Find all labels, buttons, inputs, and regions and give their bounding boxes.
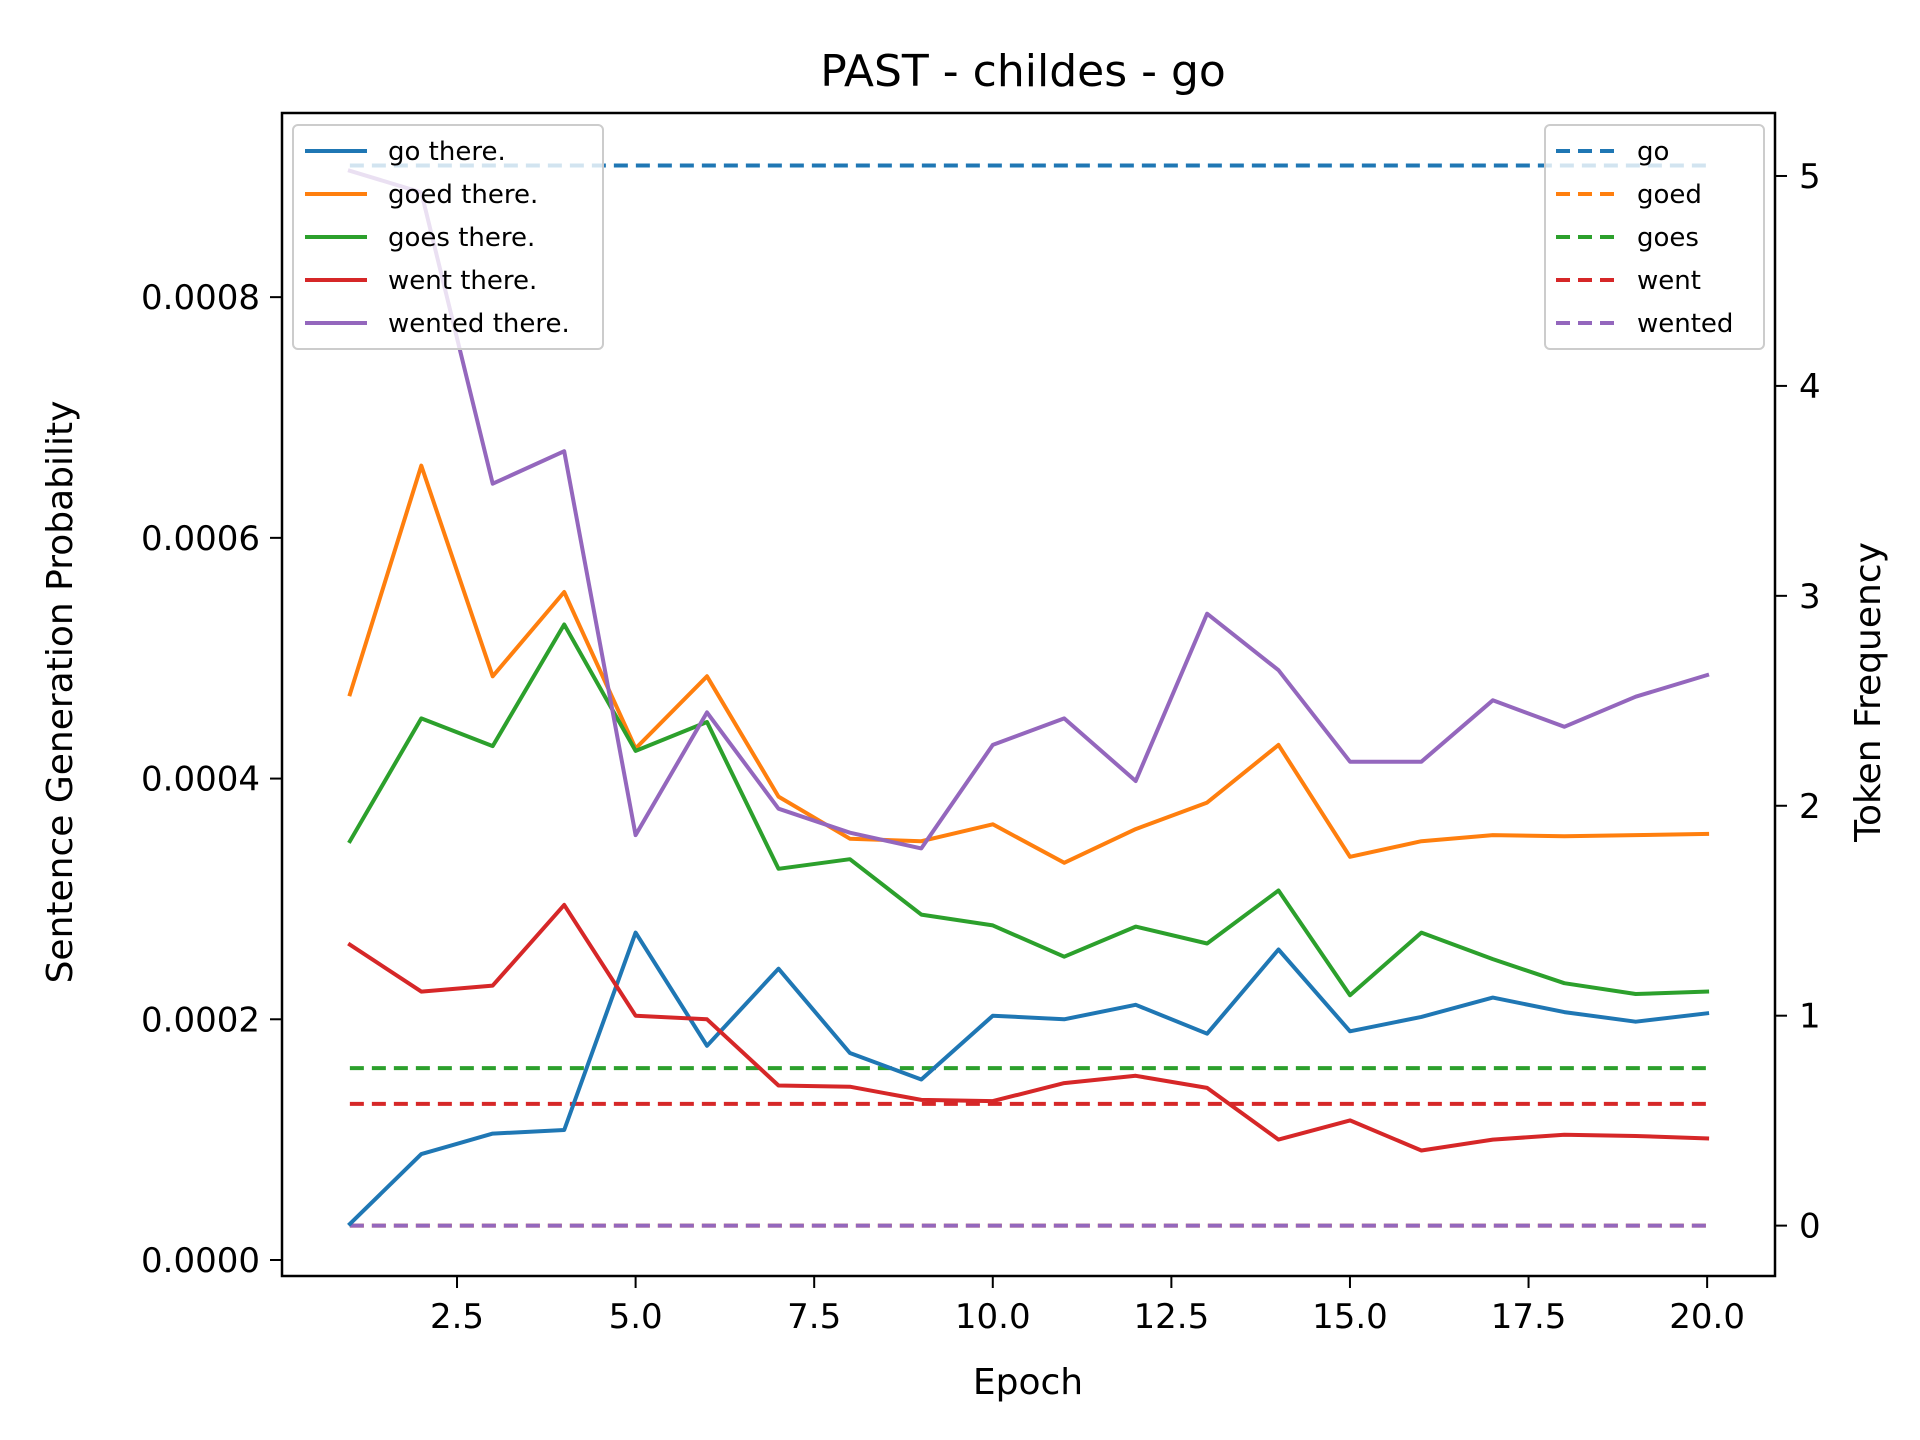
plot-frame [280,111,1777,1278]
left-y-tick-label: 0.0004 [141,760,260,800]
x-tick-label: 10.0 [955,1297,1031,1337]
right-y-tick-label: 5 [1799,157,1821,197]
right-y-tick-label: 2 [1799,787,1821,827]
left-y-tick-label: 0.0006 [141,519,260,559]
series-line-wented-there [347,168,1710,851]
right-y-tick-label: 3 [1799,577,1821,617]
x-tick-label: 2.5 [430,1297,484,1337]
axis-ticks: 2.5 5.0 7.5 10.0 12.5 15.0 17.5 20.0 0.0000 0.000… [141,157,1821,1337]
legend-right: go goed goes went wented [1544,124,1765,350]
left-y-axis-title: Sentence Generation Probability [40,401,81,984]
legend-left-box [292,124,604,350]
legend-left: go there. goed there. goes there. went ther… [292,124,604,350]
legend-left-label: went there. [388,266,537,296]
plot-area [347,163,1710,1228]
x-axis-title: Epoch [973,1362,1083,1403]
chart-title: PAST - childes - go [820,46,1226,97]
series-line-goes-there [347,622,1710,998]
legend-right-label: goed [1637,180,1702,210]
right-y-tick-label: 1 [1799,997,1821,1037]
left-y-tick-label: 0.0000 [141,1241,260,1281]
legend-left-label: goed there. [388,180,538,210]
legend-left-label: wented there. [388,309,570,339]
legend-right-label: goes [1637,223,1699,253]
legend-right-label: wented [1637,309,1733,339]
series-line-went-there [347,902,1710,1153]
left-y-tick-label: 0.0008 [141,278,260,318]
x-tick-label: 7.5 [787,1297,841,1337]
series-line-goed-there [347,463,1710,865]
legend-left-label: go there. [388,137,506,167]
x-tick-label: 12.5 [1134,1297,1210,1337]
right-y-tick-label: 4 [1799,367,1821,407]
series-line-go-there [347,930,1710,1227]
right-y-tick-label: 0 [1799,1207,1821,1247]
legend-right-label: go [1637,137,1669,167]
x-tick-label: 15.0 [1312,1297,1388,1337]
legend-left-label: goes there. [388,223,535,253]
legends: go there. goed there. goes there. went ther… [292,124,1765,350]
left-y-tick-label: 0.0002 [141,1000,260,1040]
x-tick-label: 20.0 [1669,1297,1745,1337]
right-y-axis-title: Token Frequency [1848,542,1889,843]
x-tick-label: 5.0 [609,1297,663,1337]
legend-right-label: went [1637,266,1701,296]
legend-right-box [1544,124,1765,350]
x-tick-label: 17.5 [1491,1297,1567,1337]
